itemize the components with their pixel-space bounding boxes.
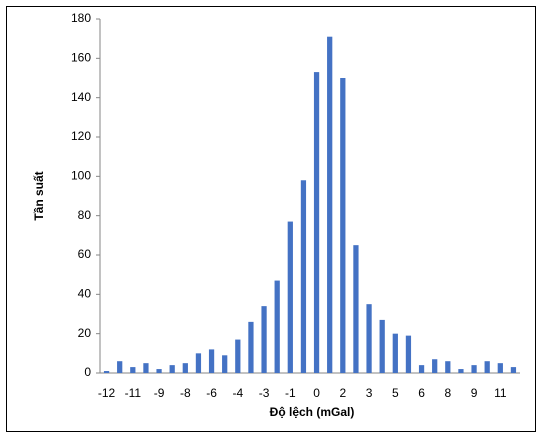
y-tick-label: 40 [78, 287, 92, 301]
bar [418, 365, 425, 373]
chart-border [6, 6, 536, 432]
y-tick-label: 120 [71, 129, 91, 143]
bar [366, 304, 372, 373]
x-tick-label: -1 [285, 386, 296, 400]
bar [392, 333, 398, 373]
x-tick-label: -12 [98, 386, 116, 400]
x-tick-label: -3 [259, 386, 270, 400]
x-tick-label: 11 [494, 386, 507, 400]
bar [182, 363, 188, 373]
x-tick-label: -9 [154, 386, 165, 400]
bar [235, 339, 241, 373]
bar [458, 369, 464, 373]
x-tick-label: 8 [444, 386, 451, 400]
x-tick-label: 6 [418, 386, 425, 400]
bar [261, 306, 267, 373]
bar [300, 180, 307, 373]
bar [274, 280, 280, 373]
bar [484, 361, 490, 373]
bar [379, 319, 385, 373]
x-tick-label: -4 [232, 386, 243, 400]
y-tick-label: 180 [71, 11, 91, 25]
bar [103, 371, 110, 373]
bar [327, 36, 333, 373]
bar [510, 367, 517, 373]
bar [248, 321, 254, 373]
bar [143, 363, 149, 373]
y-tick-label: 140 [71, 90, 91, 104]
bar [169, 365, 175, 373]
bar [156, 369, 162, 373]
y-tick-label: 100 [71, 169, 91, 183]
bar [432, 359, 438, 373]
y-tick-label: 20 [78, 326, 92, 340]
bar [340, 78, 346, 373]
y-tick-label: 0 [84, 365, 91, 379]
bar [195, 353, 202, 373]
x-tick-label: 3 [366, 386, 373, 400]
x-tick-label: 9 [471, 386, 478, 400]
bar [222, 355, 228, 373]
bar [445, 361, 451, 373]
bar [287, 221, 293, 373]
y-tick-label: 160 [71, 51, 91, 65]
x-tick-label: -8 [180, 386, 191, 400]
bar [313, 72, 320, 373]
x-tick-label: 5 [392, 386, 399, 400]
bar [208, 349, 215, 373]
bar [497, 363, 503, 373]
y-axis-title: Tần suất [32, 171, 46, 220]
x-tick-label: 2 [339, 386, 346, 400]
bar [130, 367, 136, 373]
bar [353, 245, 359, 373]
x-tick-label: -6 [206, 386, 217, 400]
bar [117, 361, 123, 373]
x-axis-title: Độ lệch (mGal) [270, 405, 355, 419]
y-tick-label: 80 [78, 208, 92, 222]
bar [405, 335, 412, 373]
x-tick-label: -11 [125, 386, 142, 400]
bar [471, 365, 477, 373]
y-tick-label: 60 [78, 247, 92, 261]
x-tick-label: 0 [313, 386, 320, 400]
